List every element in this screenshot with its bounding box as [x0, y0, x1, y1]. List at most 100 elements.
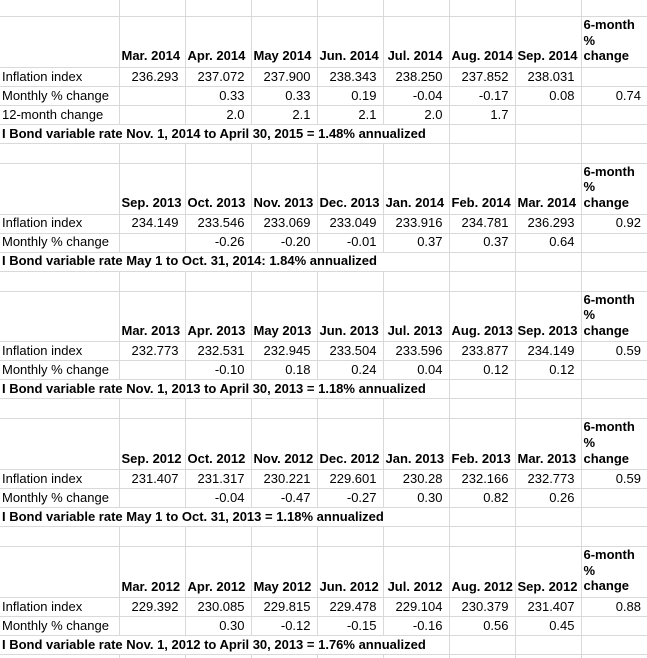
- value-cell: 230.085: [185, 597, 252, 617]
- value-cell: 233.916: [383, 214, 450, 234]
- spacer-cell: [0, 398, 120, 420]
- footer-blank-cell: [449, 379, 516, 400]
- data-row: Monthly % change -0.26 -0.20 -0.01 0.37 0.37 0…: [0, 233, 647, 253]
- spacer-cell: [0, 271, 120, 292]
- value-cell: 230.28: [383, 469, 450, 490]
- spacer-cell: [119, 526, 186, 548]
- value-cell: 0.64: [515, 233, 582, 253]
- spacer-cell: [581, 0, 647, 17]
- value-cell: -0.26: [185, 233, 252, 253]
- value-cell: 229.104: [383, 597, 450, 617]
- value-cell: [119, 488, 186, 509]
- spacer-cell: [581, 271, 647, 292]
- footer-row: I Bond variable rate May 1 to Oct. 31, 2…: [0, 507, 647, 528]
- spacer-cell: [251, 143, 318, 164]
- value-cell: -0.20: [251, 233, 318, 253]
- value-cell: 0.33: [251, 86, 318, 106]
- month-header-cell: Jul. 2012: [383, 546, 450, 598]
- spacer-cell: [449, 0, 516, 17]
- header-blank-cell: [0, 291, 120, 343]
- footer-blank-cell: [515, 124, 582, 144]
- month-header-cell: Feb. 2013: [449, 418, 516, 471]
- month-header-cell: Apr. 2013: [185, 291, 252, 343]
- value-cell: 2.1: [317, 105, 384, 125]
- footer-blank-cell: [581, 507, 647, 528]
- footer-blank-cell: [581, 379, 647, 400]
- footer-note: I Bond variable rate Nov. 1, 2012 to Apr…: [0, 635, 450, 655]
- spacer-cell: [449, 271, 516, 292]
- row-label: Inflation index: [0, 214, 120, 234]
- value-cell: 237.852: [449, 67, 516, 87]
- data-row: Inflation index 234.149 233.546 233.069 233.…: [0, 214, 647, 234]
- spacer-cell: [449, 398, 516, 420]
- footer-blank-cell: [515, 379, 582, 400]
- footer-blank-cell: [581, 635, 647, 655]
- value-cell: 233.546: [185, 214, 252, 234]
- value-cell: 233.596: [383, 341, 450, 362]
- value-cell: -0.16: [383, 616, 450, 636]
- spacer-cell: [581, 654, 647, 658]
- footer-blank-cell: [449, 252, 516, 272]
- header-blank-cell: [0, 418, 120, 471]
- value-cell: -0.15: [317, 616, 384, 636]
- value-cell: 232.531: [185, 341, 252, 362]
- value-cell: 0.37: [383, 233, 450, 253]
- value-cell: 0.37: [449, 233, 516, 253]
- footer-note: I Bond variable rate Nov. 1, 2013 to Apr…: [0, 379, 450, 400]
- spacer-cell: [185, 526, 252, 548]
- value-cell: [119, 105, 186, 125]
- six-month-value-cell: 0.92: [581, 214, 647, 234]
- six-month-value-cell: [581, 488, 647, 509]
- value-cell: 232.945: [251, 341, 318, 362]
- value-cell: 2.0: [185, 105, 252, 125]
- spacer-cell: [581, 398, 647, 420]
- footer-row: I Bond variable rate May 1 to Oct. 31, 2…: [0, 252, 647, 272]
- six-month-value-cell: [581, 233, 647, 253]
- footer-blank-cell: [449, 124, 516, 144]
- value-cell: 0.45: [515, 616, 582, 636]
- header-blank-cell: [0, 16, 120, 68]
- value-cell: -0.10: [185, 360, 252, 381]
- row-label: Inflation index: [0, 67, 120, 87]
- data-row: Monthly % change -0.04 -0.47 -0.27 0.30 0.82 0…: [0, 488, 647, 509]
- month-header-cell: Jun. 2014: [317, 16, 384, 68]
- spacer-cell: [581, 143, 647, 164]
- header-blank-cell: [0, 163, 120, 215]
- spacer-cell: [449, 143, 516, 164]
- spacer-cell: [119, 143, 186, 164]
- value-cell: [515, 105, 582, 125]
- value-cell: 233.049: [317, 214, 384, 234]
- month-header-cell: Mar. 2012: [119, 546, 186, 598]
- footer-blank-cell: [515, 507, 582, 528]
- data-row: 12-month change 2.0 2.1 2.1 2.0 1.7: [0, 105, 647, 125]
- value-cell: 229.601: [317, 469, 384, 490]
- value-cell: 233.069: [251, 214, 318, 234]
- period-header-row: Mar. 2014 Apr. 2014 May 2014 Jun. 2014 Jul. …: [0, 16, 647, 68]
- six-month-value-cell: 0.88: [581, 597, 647, 617]
- value-cell: 0.18: [251, 360, 318, 381]
- spacer-row: [0, 654, 647, 658]
- data-row: Monthly % change -0.10 0.18 0.24 0.04 0.12 0.1…: [0, 360, 647, 381]
- six-month-value-cell: 0.74: [581, 86, 647, 106]
- value-cell: 229.392: [119, 597, 186, 617]
- value-cell: -0.04: [383, 86, 450, 106]
- value-cell: 2.1: [251, 105, 318, 125]
- spacer-cell: [0, 654, 120, 658]
- six-month-header-cell: 6-month % change: [581, 163, 647, 215]
- spacer-cell: [383, 654, 450, 658]
- data-row: Inflation index 229.392 230.085 229.815 229.…: [0, 597, 647, 617]
- period-header-row: Sep. 2013 Oct. 2013 Nov. 2013 Dec. 2013 Jan.…: [0, 163, 647, 215]
- spacer-cell: [317, 526, 384, 548]
- spacer-cell: [119, 398, 186, 420]
- value-cell: 233.504: [317, 341, 384, 362]
- row-label: Inflation index: [0, 469, 120, 490]
- value-cell: -0.01: [317, 233, 384, 253]
- month-header-cell: Mar. 2013: [119, 291, 186, 343]
- value-cell: 0.04: [383, 360, 450, 381]
- period-header-row: Mar. 2012 Apr. 2012 May 2012 Jun. 2012 Jul. …: [0, 546, 647, 598]
- row-label: Monthly % change: [0, 360, 120, 381]
- month-header-cell: Mar. 2014: [515, 163, 582, 215]
- spacer-cell: [383, 526, 450, 548]
- value-cell: 229.478: [317, 597, 384, 617]
